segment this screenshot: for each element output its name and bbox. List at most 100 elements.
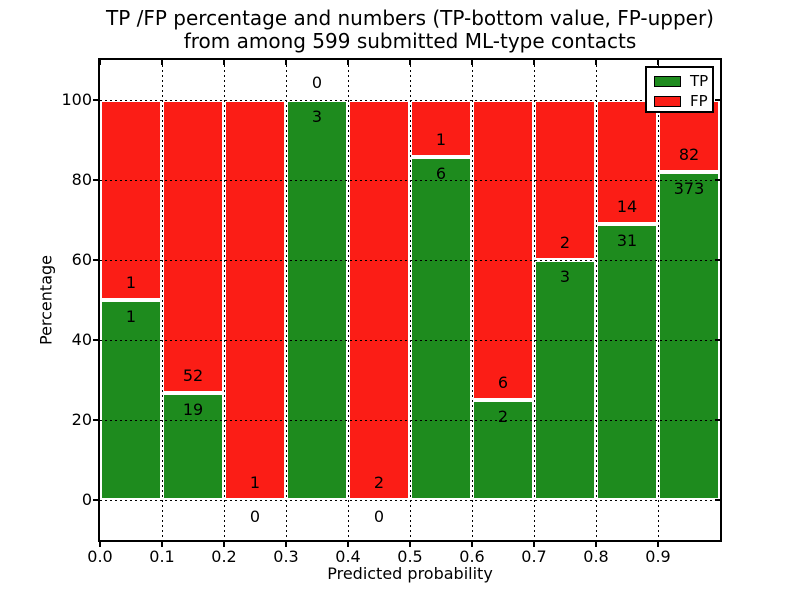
- tp-count-label: 0: [249, 507, 261, 526]
- legend: TP FP: [645, 66, 714, 113]
- x-tick-mark-top: [595, 60, 597, 65]
- chart-title-line1: TP /FP percentage and numbers (TP-bottom…: [106, 6, 714, 30]
- x-tick-mark-top: [533, 60, 535, 65]
- bar-segment-fp: [100, 100, 162, 300]
- y-tick-label: 20: [71, 410, 92, 429]
- tp-count-label: 6: [435, 164, 447, 184]
- y-tick-label: 60: [71, 250, 92, 269]
- x-tick-mark: [285, 542, 287, 547]
- y-gridline: [100, 99, 720, 101]
- x-gridline: [223, 60, 225, 540]
- x-tick-label: 0.1: [149, 547, 175, 566]
- x-tick-mark-top: [99, 60, 101, 65]
- legend-label-fp: FP: [690, 91, 708, 110]
- fp-count-label: 1: [249, 473, 261, 492]
- y-tick-mark-right: [715, 419, 720, 421]
- bar-segment-fp: [472, 100, 534, 400]
- x-tick-mark-top: [161, 60, 163, 65]
- x-tick-mark: [347, 542, 349, 547]
- x-tick-label: 0.6: [459, 547, 485, 566]
- fp-count-label: 1: [125, 273, 137, 292]
- fp-count-label: 14: [616, 197, 638, 217]
- x-tick-mark: [533, 542, 535, 547]
- y-tick-mark: [93, 419, 98, 421]
- x-gridline: [471, 60, 473, 540]
- x-tick-mark-top: [223, 60, 225, 65]
- y-tick-mark-right: [715, 339, 720, 341]
- bar-segment-fp: [410, 100, 472, 158]
- tp-count-label: 373: [673, 179, 705, 199]
- bar-segment-fp: [348, 100, 410, 500]
- x-tick-label: 0.4: [335, 547, 361, 566]
- fp-count-label: 52: [182, 365, 204, 385]
- y-gridline: [100, 179, 720, 181]
- bar-segment-tp: [410, 157, 472, 500]
- bar-segment-fp: [162, 100, 224, 393]
- bar-segment-tp: [534, 260, 596, 500]
- legend-label-tp: TP: [690, 71, 709, 90]
- y-tick-label: 100: [61, 90, 92, 109]
- bar-segment-fp: [224, 100, 286, 500]
- tp-count-label: 3: [559, 267, 571, 286]
- x-gridline: [533, 60, 535, 540]
- fp-count-label: 2: [559, 233, 571, 252]
- x-tick-mark: [409, 542, 411, 547]
- y-tick-label: 0: [81, 490, 92, 509]
- fp-count-label: 6: [497, 373, 509, 392]
- tp-count-label: 19: [182, 399, 204, 419]
- bar-segment-tp: [472, 400, 534, 500]
- y-tick-label: 80: [71, 170, 92, 189]
- fp-count-label: 2: [373, 473, 385, 492]
- x-tick-label: 0.0: [87, 547, 113, 566]
- legend-item-tp: TP: [647, 71, 712, 91]
- tp-count-label: 1: [125, 307, 137, 326]
- x-gridline: [285, 60, 287, 540]
- x-tick-mark-top: [285, 60, 287, 65]
- x-gridline: [409, 60, 411, 540]
- bar-segment-tp: [596, 224, 658, 500]
- x-tick-label: 0.8: [583, 547, 609, 566]
- legend-item-fp: FP: [647, 91, 712, 111]
- x-tick-mark: [99, 542, 101, 547]
- x-axis-label: Predicted probability: [327, 564, 493, 583]
- x-gridline: [657, 60, 659, 540]
- y-gridline: [100, 499, 720, 501]
- y-tick-mark: [93, 499, 98, 501]
- x-tick-mark: [595, 542, 597, 547]
- bar-segment-tp: [286, 100, 348, 500]
- tp-count-label: 0: [373, 507, 385, 526]
- chart-title: TP /FP percentage and numbers (TP-bottom…: [100, 7, 720, 53]
- x-tick-label: 0.5: [397, 547, 423, 566]
- x-gridline: [595, 60, 597, 540]
- y-tick-mark-right: [715, 499, 720, 501]
- x-tick-mark: [471, 542, 473, 547]
- x-tick-mark-top: [409, 60, 411, 65]
- tp-count-label: 2: [497, 407, 509, 426]
- x-tick-mark-top: [347, 60, 349, 65]
- y-tick-mark-right: [715, 259, 720, 261]
- plot-area: 1 1 52 19 1 0 0 3 2 0 1 6 6 2 2 3 14 31 82 373: [100, 60, 720, 540]
- y-tick-label: 40: [71, 330, 92, 349]
- y-tick-mark-right: [715, 99, 720, 101]
- chart-title-line2: from among 599 submitted ML-type contact…: [183, 29, 637, 53]
- bar-segment-tp: [162, 392, 224, 500]
- y-tick-mark: [93, 179, 98, 181]
- x-tick-mark: [657, 542, 659, 547]
- x-gridline: [347, 60, 349, 540]
- y-tick-mark: [93, 259, 98, 261]
- x-tick-mark-top: [471, 60, 473, 65]
- x-tick-label: 0.9: [645, 547, 671, 566]
- fp-count-label: 0: [311, 73, 323, 92]
- x-gridline: [161, 60, 163, 540]
- y-tick-mark: [93, 99, 98, 101]
- x-tick-label: 0.3: [273, 547, 299, 566]
- bar-segment-tp: [658, 172, 720, 500]
- tp-count-label: 3: [311, 107, 323, 126]
- fp-count-label: 82: [678, 145, 700, 165]
- bar-segment-tp: [100, 300, 162, 500]
- y-gridline: [100, 339, 720, 341]
- bar-segment-fp: [596, 100, 658, 225]
- legend-swatch-fp: [654, 95, 681, 107]
- y-tick-mark-right: [715, 179, 720, 181]
